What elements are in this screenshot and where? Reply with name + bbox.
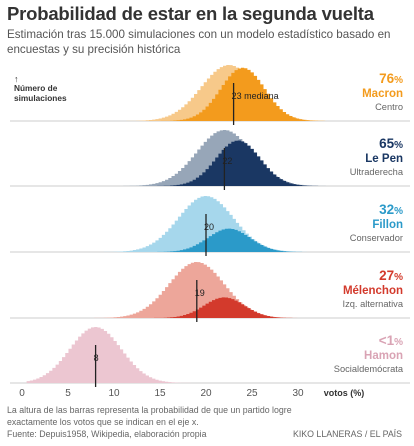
y-axis-note-line1: Número de bbox=[14, 83, 58, 93]
distribution-qualified-fillon bbox=[150, 228, 328, 252]
distribution-all-hamon bbox=[26, 327, 327, 383]
median-label-hamon: 8 bbox=[94, 353, 99, 363]
probability-label-mlenchon: 27% bbox=[379, 268, 403, 283]
x-tick-label-0: 0 bbox=[19, 388, 25, 399]
distribution-all-lepen bbox=[26, 130, 327, 186]
y-axis-note-line2: simulaciones bbox=[14, 93, 67, 103]
x-tick-label-10: 10 bbox=[108, 388, 120, 399]
chart-title: Probabilidad de estar en la segunda vuel… bbox=[7, 3, 374, 24]
distribution-qualified-lepen bbox=[150, 140, 328, 186]
distribution-qualified-mlenchon bbox=[150, 297, 328, 318]
distribution-qualified-macron bbox=[150, 67, 328, 121]
candidate-name-mlenchon: Mélenchon bbox=[343, 285, 403, 297]
party-label-fillon: Conservador bbox=[350, 233, 403, 243]
median-label-mlenchon: 19 bbox=[195, 288, 205, 298]
x-tick-label-25: 25 bbox=[246, 388, 258, 399]
probability-label-hamon: <1% bbox=[379, 333, 403, 348]
footer-credit: KIKO LLANERAS / EL PAÍS bbox=[292, 429, 402, 439]
y-axis-arrow: ↑ bbox=[14, 74, 19, 84]
candidate-name-hamon: Hamon bbox=[364, 350, 403, 362]
median-label-lepen: 22 bbox=[222, 156, 232, 166]
x-tick-label-30: 30 bbox=[292, 388, 304, 399]
party-label-mlenchon: Izq. alternativa bbox=[343, 299, 404, 309]
candidate-name-lepen: Le Pen bbox=[365, 153, 403, 165]
x-tick-label-5: 5 bbox=[65, 388, 71, 399]
distribution-all-fillon bbox=[26, 196, 327, 252]
footer-note: La altura de las barras representa la pr… bbox=[7, 405, 292, 427]
footer-source: Fuente: Depuis1958, Wikipedia, elaboraci… bbox=[7, 429, 207, 439]
probability-label-macron: 76% bbox=[379, 71, 403, 86]
party-label-hamon: Socialdemócrata bbox=[334, 364, 404, 374]
x-tick-label-15: 15 bbox=[154, 388, 166, 399]
distribution-all-mlenchon bbox=[26, 262, 327, 318]
candidate-name-macron: Macron bbox=[362, 88, 403, 100]
x-axis-label: votos (%) bbox=[324, 388, 365, 398]
probability-label-fillon: 32% bbox=[379, 202, 403, 217]
probability-label-lepen: 65% bbox=[379, 136, 403, 151]
party-label-macron: Centro bbox=[375, 102, 403, 112]
median-label-fillon: 20 bbox=[204, 222, 214, 232]
candidate-name-fillon: Fillon bbox=[372, 219, 403, 231]
party-label-lepen: Ultraderecha bbox=[350, 167, 404, 177]
x-tick-label-20: 20 bbox=[200, 388, 212, 399]
chart-subtitle: Estimación tras 15.000 simulaciones con … bbox=[7, 28, 391, 56]
median-label-macron: 23 mediana bbox=[232, 91, 279, 101]
